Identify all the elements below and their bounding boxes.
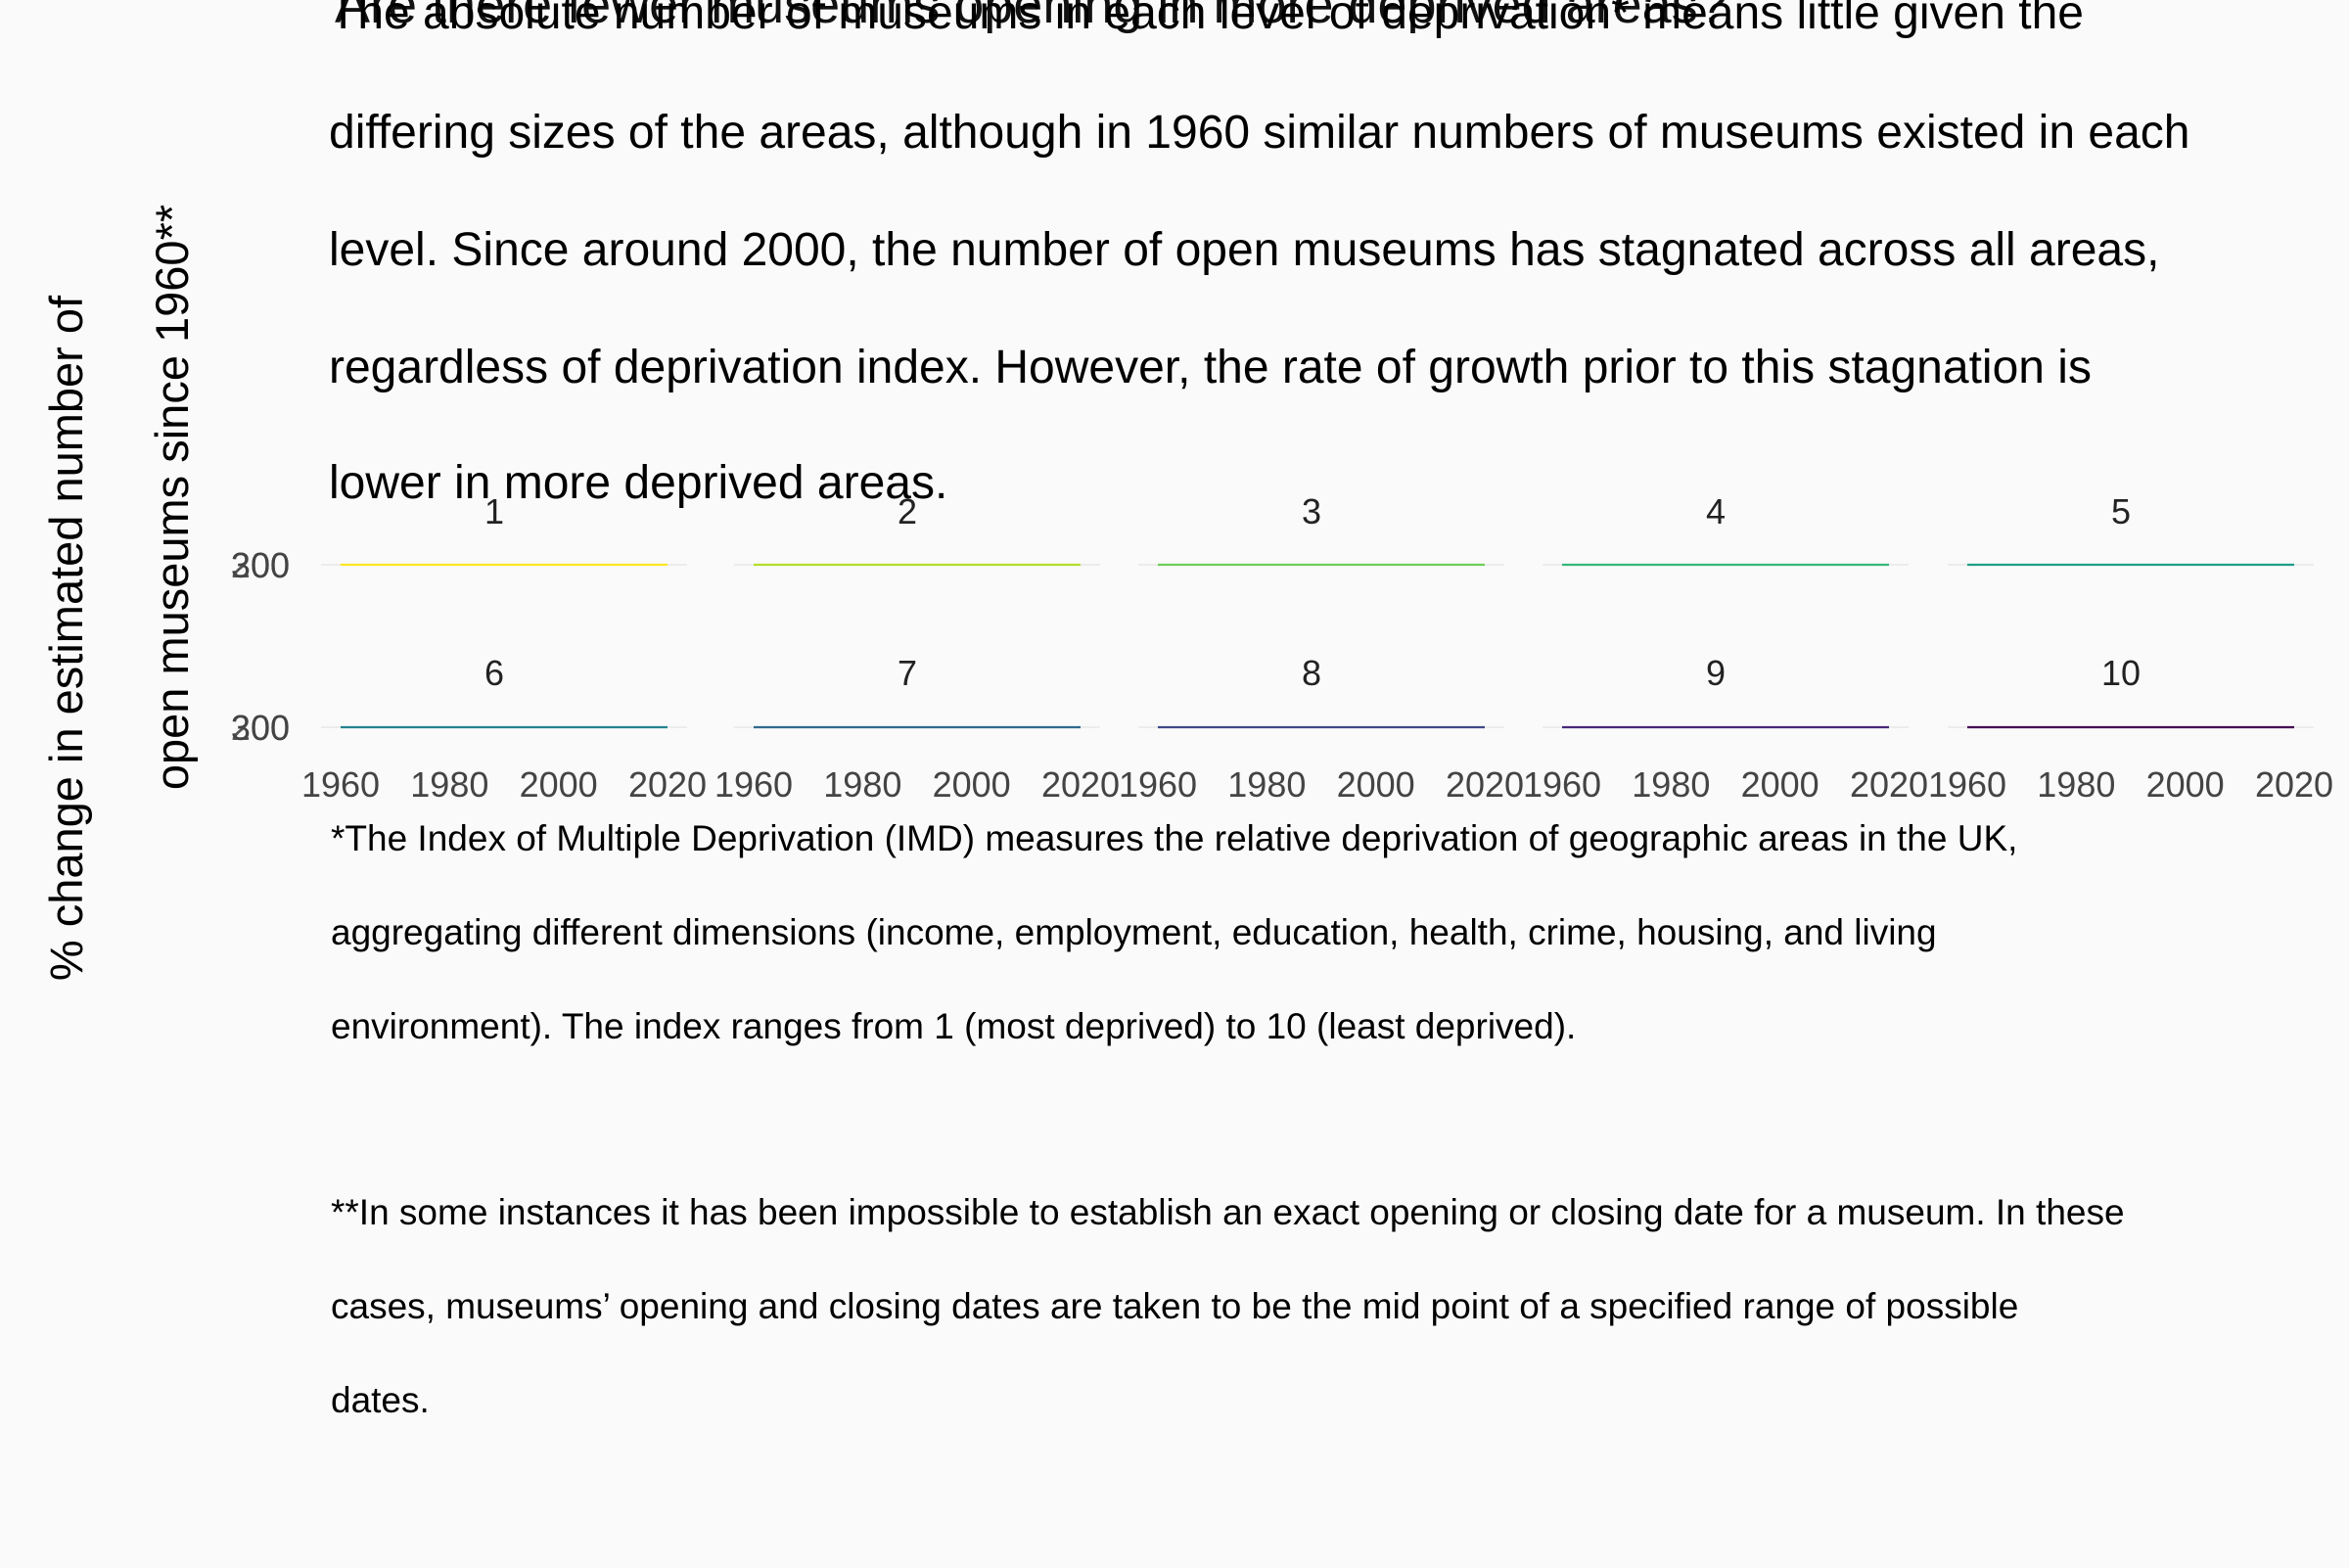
x-tick-label-col5-2020: 2020 [2255,764,2333,805]
y-axis-title-line-2: open museums since 1960** [146,204,198,791]
y-tick-label-row1-200: 200 [231,545,290,585]
x-tick-label-col1-1960: 1960 [301,764,380,805]
footnote-dates-line-1: **In some instances it has been impossib… [331,1192,2125,1232]
x-tick-label-col1-1980: 1980 [410,764,488,805]
x-tick-label-col2-2020: 2020 [1041,764,1120,805]
x-tick-label-col3-2000: 2000 [1337,764,1415,805]
y-tick-label-row2-300: 300 [231,708,290,748]
y-tick-label-row2-200: 200 [231,708,290,748]
facet-label-6: 6 [484,653,504,693]
x-tick-label-col4-2020: 2020 [1850,764,1928,805]
x-tick-label-col4-1980: 1980 [1632,764,1710,805]
x-tick-label-col3-2020: 2020 [1446,764,1524,805]
footnote-dates-line-2: cases, museums’ opening and closing date… [331,1286,2019,1326]
facet-label-4: 4 [1706,491,1726,531]
x-tick-label-col5-1960: 1960 [1928,764,2006,805]
x-tick-label-col3-1980: 1980 [1227,764,1306,805]
x-tick-label-col2-2000: 2000 [933,764,1011,805]
intro-line-5: lower in more deprived areas. [329,457,948,509]
intro-line-1: The absolute number of museums in each l… [329,0,2084,39]
intro-line-3: level. Since around 2000, the number of … [329,224,2160,276]
footnote-imd-line-3: environment). The index ranges from 1 (m… [331,1006,1577,1046]
x-tick-label-col5-2000: 2000 [2146,764,2225,805]
facet-label-5: 5 [2111,491,2131,531]
y-axis-title-line-1: % change in estimated number of [40,295,92,982]
x-tick-label-col5-1980: 1980 [2037,764,2115,805]
facet-label-7: 7 [898,653,917,693]
x-tick-label-col1-2000: 2000 [520,764,598,805]
x-tick-label-col3-1960: 1960 [1119,764,1197,805]
footnote-imd-line-2: aggregating different dimensions (income… [331,912,1937,952]
intro-line-4: regardless of deprivation index. However… [329,342,2092,393]
facet-label-10: 10 [2101,653,2141,693]
footnote-imd-line-1: *The Index of Multiple Deprivation (IMD)… [331,818,2018,858]
chart-title: Are there fewer museums opening in more … [335,0,1727,34]
y-tick-label-row1-300: 300 [231,545,290,585]
facet-label-9: 9 [1706,653,1726,693]
x-tick-label-col2-1960: 1960 [714,764,793,805]
footnote-dates-line-3: dates. [331,1380,430,1420]
intro-line-2: differing sizes of the areas, although i… [329,107,2190,159]
x-tick-label-col1-2020: 2020 [628,764,707,805]
x-tick-label-col4-2000: 2000 [1741,764,1819,805]
facet-label-8: 8 [1302,653,1321,693]
facet-label-3: 3 [1302,491,1321,531]
x-tick-label-col4-1960: 1960 [1523,764,1601,805]
x-tick-label-col2-1980: 1980 [823,764,901,805]
